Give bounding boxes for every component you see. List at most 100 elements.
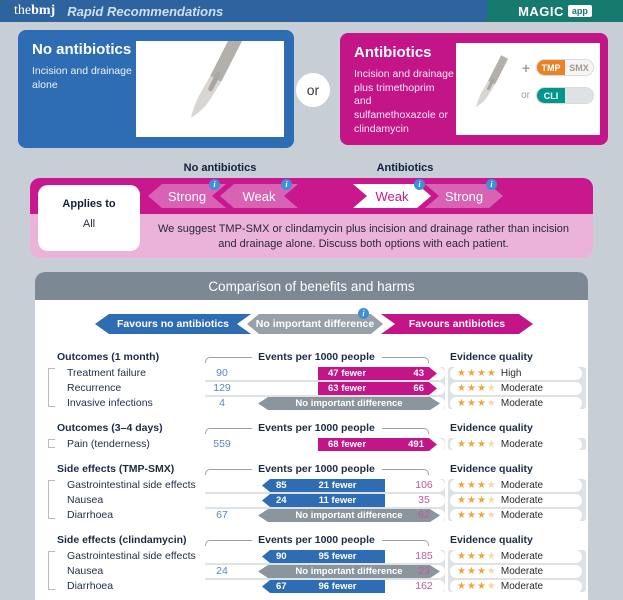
right-value: 162 (415, 580, 433, 592)
star-icon: ★ (486, 581, 497, 592)
info-icon[interactable]: i (358, 308, 369, 319)
row-pill (57, 494, 445, 507)
strength-arrow-strong-left[interactable]: Strong i (148, 179, 226, 208)
outcome-row: Invasive infections 4 No important differe… (35, 397, 588, 410)
outcome-label: Gastrointestinal side effects (67, 550, 196, 562)
right-value: 23 (418, 565, 430, 577)
star-icon: ★ (486, 368, 497, 379)
evidence-header: Evidence quality (450, 534, 533, 546)
recommendation-statement: We suggest TMP-SMX or clindamycin plus i… (157, 223, 570, 251)
group-rows: Treatment failure 90 47 fewer 43 ★ ★ ★ ★ High Rec… (35, 367, 588, 410)
outcome-label: Invasive infections (67, 397, 153, 409)
star-icon: ★ (486, 551, 497, 562)
outcome-row: Nausea 24 11 fewer 35 ★ ★ ★ ★ Moderate (35, 494, 588, 507)
star-icon: ★ (476, 566, 487, 577)
left-value: 129 (213, 382, 231, 394)
brace-left-icon (205, 469, 252, 475)
strength-column-antibiotics: Antibiotics (376, 162, 434, 174)
star-icon: ★ (476, 551, 487, 562)
group-bracket (48, 368, 55, 407)
outcome-group: Side effects (clindamycin) Events per 100… (35, 533, 588, 593)
plus-sign: + (521, 59, 530, 76)
star-icon: ★ (457, 480, 467, 491)
series-title: Rapid Recommendations (67, 3, 224, 19)
or-label: or (521, 90, 530, 101)
star-icon: ★ (486, 398, 497, 409)
cli-pill-label: CLI (537, 88, 565, 103)
star-icon: ★ (466, 551, 477, 562)
star-icon: ★ (486, 566, 497, 577)
star-icon: ★ (457, 439, 467, 450)
effect-label: No important difference (295, 566, 403, 577)
evidence-cell: ★ ★ ★ ★ Moderate (450, 550, 582, 563)
info-icon[interactable]: i (486, 179, 497, 190)
star-icon: ★ (476, 368, 487, 379)
left-value: 24 (216, 565, 228, 577)
star-icon: ★ (486, 383, 497, 394)
left-value: 24 (276, 495, 287, 506)
effect-label: 68 fewer (328, 439, 367, 450)
scalpel-illustration (136, 35, 284, 137)
evidence-cell: ★ ★ ★ ★ Moderate (450, 438, 582, 451)
strength-arrow-strong-right[interactable]: Strong i (425, 179, 503, 208)
quality-stars: ★ ★ ★ ★ (457, 367, 497, 380)
evidence-cell: ★ ★ ★ ★ Moderate (450, 565, 582, 578)
effect-label: 95 fewer (318, 551, 357, 562)
star-icon: ★ (476, 383, 487, 394)
outcome-label: Diarrhoea (67, 580, 114, 592)
effect-label: No important difference (295, 398, 403, 409)
quality-stars: ★ ★ ★ ★ (457, 494, 497, 507)
star-icon: ★ (476, 495, 487, 506)
right-value: 106 (415, 479, 433, 491)
legend-label: Favours antibiotics (381, 314, 533, 334)
outcome-label: Gastrointestinal side effects (67, 479, 196, 491)
quality-label: Moderate (500, 566, 544, 577)
strength-arrow-weak-right[interactable]: Weak i (353, 179, 431, 208)
outcome-label: Diarrhoea (67, 509, 114, 521)
scalpel-icon (476, 55, 509, 108)
brace-right-icon (382, 357, 429, 363)
star-icon: ★ (476, 581, 487, 592)
info-icon[interactable]: i (414, 179, 425, 190)
quality-stars: ★ ★ ★ ★ (457, 397, 497, 410)
quality-label: High (500, 368, 522, 379)
star-icon: ★ (466, 495, 477, 506)
effect-arrow: 68 fewer 491 (318, 438, 437, 451)
bmj-logo-prefix: the (14, 3, 32, 18)
outcome-group: Outcomes (3–4 days) Events per 1000 peopl… (35, 421, 588, 451)
quality-label: Moderate (500, 383, 544, 394)
comparison-panel: Comparison of benefits and harms Favours… (35, 272, 588, 600)
group-header: Outcomes (1 month) Events per 1000 people… (35, 350, 588, 365)
evidence-cell: ★ ★ ★ ★ High (450, 367, 582, 380)
info-icon[interactable]: i (281, 179, 292, 190)
brace-right-icon (382, 428, 429, 434)
star-icon: ★ (476, 439, 487, 450)
info-icon[interactable]: i (209, 179, 220, 190)
brace-left-icon (205, 428, 252, 434)
option-title: Antibiotics (354, 44, 432, 61)
legend-favours-no-antibiotics: Favours no antibiotics (95, 314, 251, 334)
effect-label: 11 fewer (318, 495, 357, 506)
quality-stars: ★ ★ ★ ★ (457, 550, 497, 563)
left-value: 4 (219, 397, 225, 409)
group-header: Outcomes (3–4 days) Events per 1000 peopl… (35, 421, 588, 436)
quality-stars: ★ ★ ★ ★ (457, 382, 497, 395)
outcome-row: Gastrointestinal side effects 90 95 fewer 1… (35, 550, 588, 563)
strength-arrow-weak-left[interactable]: Weak i (220, 179, 298, 208)
group-label: Side effects (TMP-SMX) (57, 463, 175, 475)
comparison-panel-title: Comparison of benefits and harms (35, 272, 588, 300)
outcome-row: Nausea 24 No important difference 23 ★ ★ ★ ★ Mod… (35, 565, 588, 578)
outcome-row: Diarrhoea 67 96 fewer 162 ★ ★ ★ ★ Moderate (35, 580, 588, 593)
quality-stars: ★ ★ ★ ★ (457, 438, 497, 451)
brace-left-icon (205, 540, 252, 546)
star-icon: ★ (457, 368, 467, 379)
outcome-row: Pain (tenderness) 559 68 fewer 491 ★ ★ ★ ★ Moder… (35, 438, 588, 451)
medication-options: + TMP SMX or CLI (521, 59, 594, 104)
evidence-header: Evidence quality (450, 422, 533, 434)
outcome-row: Recurrence 129 63 fewer 66 ★ ★ ★ ★ Moderate (35, 382, 588, 395)
quality-label: Moderate (500, 480, 544, 491)
magic-app-logo: MAGIC app (487, 0, 623, 22)
bmj-logo-name: bmj (31, 3, 56, 18)
tmp-smx-pill-icon: TMP SMX (536, 59, 594, 76)
